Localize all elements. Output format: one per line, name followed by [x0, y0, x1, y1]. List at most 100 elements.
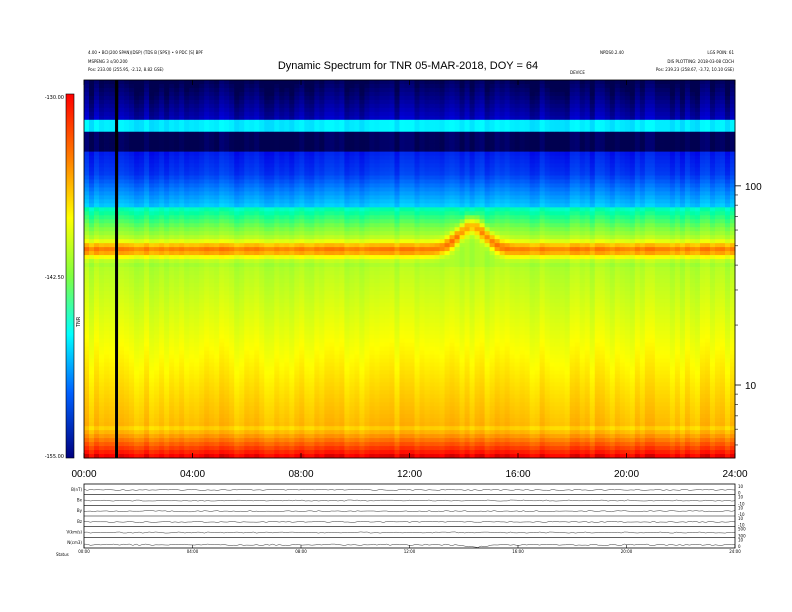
heatmap-cell	[214, 402, 220, 407]
heatmap-cell	[294, 123, 300, 129]
heatmap-cell	[89, 282, 95, 288]
heatmap-cell	[184, 267, 190, 272]
heatmap-cell	[194, 80, 200, 85]
heatmap-cell	[279, 223, 285, 228]
heatmap-cell	[339, 306, 345, 312]
heatmap-cell	[324, 115, 330, 121]
heatmap-cell	[154, 454, 160, 459]
heatmap-cell	[224, 294, 230, 300]
heatmap-cell	[224, 382, 230, 387]
heatmap-cell	[259, 334, 265, 340]
heatmap-cell	[109, 302, 115, 308]
heatmap-cell	[109, 342, 115, 347]
heatmap-cell	[144, 442, 150, 447]
heatmap-cell	[334, 282, 340, 288]
heatmap-cell	[219, 318, 225, 324]
heatmap-cell	[244, 195, 250, 200]
heatmap-cell	[239, 227, 245, 232]
heatmap-cell	[239, 195, 245, 200]
heatmap-cell	[194, 350, 200, 355]
heatmap-cell	[249, 378, 255, 383]
heatmap-cell	[344, 91, 350, 97]
heatmap-cell	[159, 286, 165, 292]
heatmap-cell	[174, 442, 180, 447]
heatmap-cell	[329, 159, 335, 164]
heatmap-cell	[284, 346, 290, 351]
heatmap-cell	[279, 171, 285, 176]
heatmap-cell	[204, 422, 210, 427]
heatmap-cell	[84, 211, 90, 216]
heatmap-cell	[164, 302, 170, 308]
heatmap-cell	[89, 302, 95, 308]
heatmap-cell	[309, 282, 315, 288]
heatmap-cell	[194, 386, 200, 391]
heatmap-cell	[249, 418, 255, 423]
heatmap-cell	[149, 306, 155, 312]
heatmap-cell	[249, 454, 255, 459]
heatmap-cell	[104, 179, 110, 184]
heatmap-cell	[224, 211, 230, 216]
heatmap-cell	[299, 382, 305, 387]
heatmap-cell	[204, 203, 210, 208]
heatmap-cell	[89, 386, 95, 391]
heatmap-cell	[284, 155, 290, 160]
heatmap-cell	[269, 247, 275, 252]
heatmap-cell	[339, 107, 345, 113]
heatmap-cell	[99, 286, 105, 292]
heatmap-cell	[259, 302, 265, 308]
heatmap-cell	[119, 370, 125, 375]
heatmap-cell	[89, 410, 95, 415]
heatmap-cell	[244, 346, 250, 351]
heatmap-cell	[109, 247, 115, 252]
heatmap-cell	[204, 410, 210, 415]
heatmap-cell	[154, 151, 160, 156]
heatmap-cell	[109, 358, 115, 363]
heatmap-cell	[219, 99, 225, 105]
heatmap-cell	[319, 354, 325, 359]
heatmap-cell	[324, 151, 330, 156]
heatmap-cell	[299, 227, 305, 232]
heatmap-cell	[189, 163, 195, 168]
heatmap-cell	[139, 270, 145, 276]
heatmap-cell	[189, 422, 195, 427]
heatmap-cell	[209, 438, 215, 443]
heatmap-cell	[99, 386, 105, 391]
heatmap-cell	[174, 414, 180, 419]
heatmap-cell	[234, 294, 240, 300]
heatmap-cell	[234, 450, 240, 455]
heatmap-cell	[194, 358, 200, 363]
heatmap-cell	[239, 298, 245, 304]
heatmap-cell	[254, 298, 260, 304]
heatmap-cell	[174, 119, 180, 125]
heatmap-cell	[149, 251, 155, 256]
heatmap-cell	[229, 402, 235, 407]
heatmap-cell	[264, 95, 270, 101]
heatmap-cell	[329, 243, 335, 248]
heatmap-cell	[264, 278, 270, 284]
heatmap-cell	[199, 207, 205, 212]
heatmap-cell	[334, 310, 340, 316]
heatmap-cell	[254, 306, 260, 312]
heatmap-cell	[289, 446, 295, 451]
heatmap-cell	[309, 80, 315, 85]
heatmap-cell	[284, 398, 290, 403]
heatmap-cell	[94, 107, 100, 113]
heatmap-cell	[184, 135, 190, 141]
heatmap-cell	[324, 362, 330, 367]
heatmap-cell	[169, 175, 175, 180]
heatmap-cell	[269, 318, 275, 324]
heatmap-cell	[159, 346, 165, 351]
heatmap-cell	[209, 107, 215, 113]
heatmap-cell	[99, 95, 105, 101]
heatmap-cell	[164, 374, 170, 379]
heatmap-cell	[334, 131, 340, 137]
heatmap-cell	[229, 446, 235, 451]
heatmap-cell	[124, 274, 130, 280]
heatmap-cell	[154, 286, 160, 292]
heatmap-cell	[124, 215, 130, 220]
heatmap-cell	[109, 314, 115, 320]
heatmap-cell	[299, 131, 305, 137]
heatmap-cell	[299, 354, 305, 359]
heatmap-cell	[214, 95, 220, 101]
heatmap-cell	[324, 247, 330, 252]
